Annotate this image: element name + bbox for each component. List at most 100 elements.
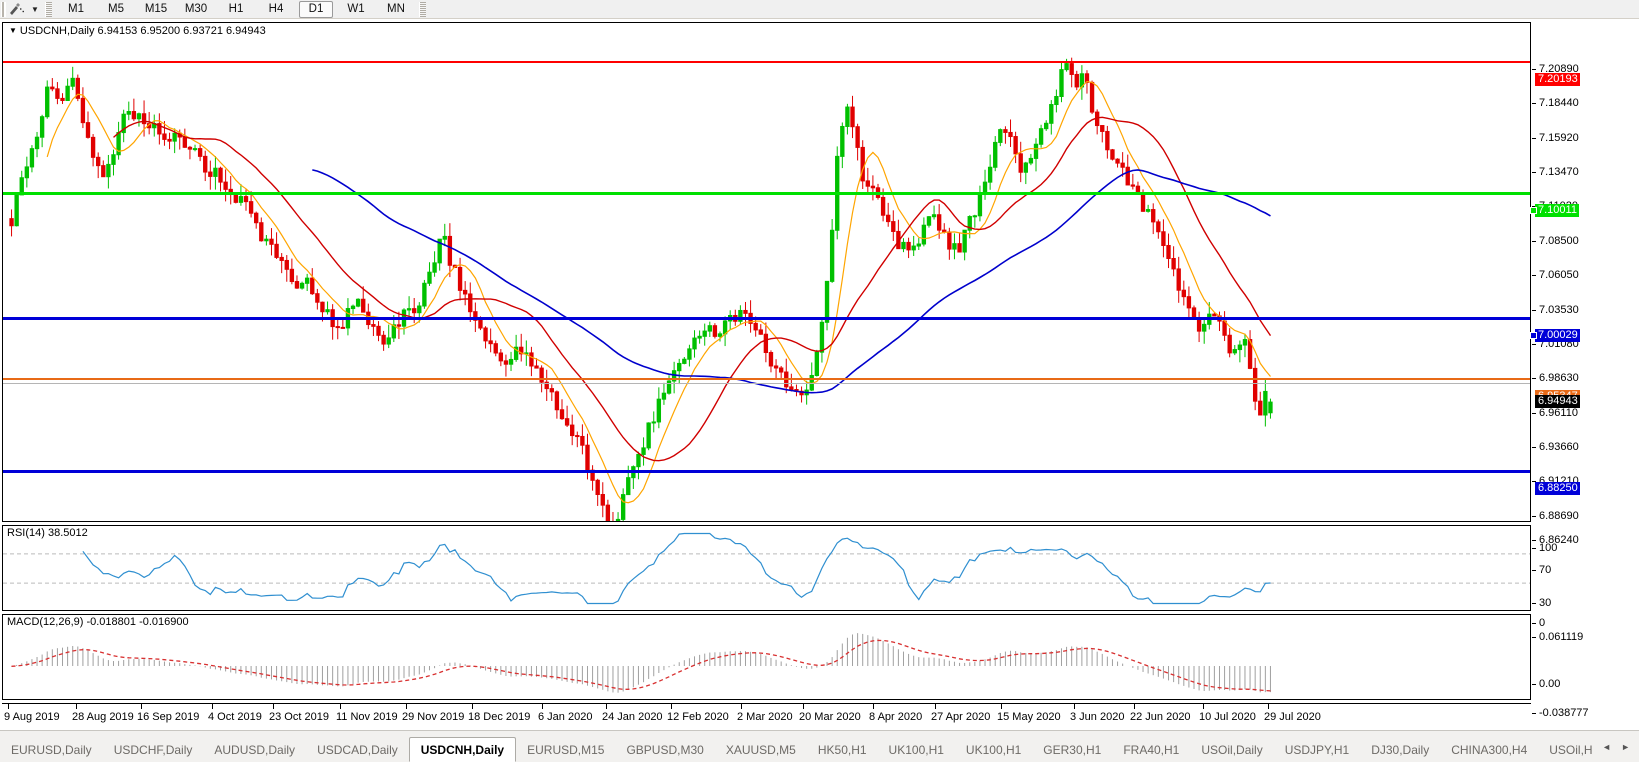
date-tick (76, 704, 77, 709)
level-line-support-blue-lower[interactable] (3, 470, 1530, 473)
level-drag-handle[interactable] (1530, 332, 1537, 339)
tab-xauusd-m5[interactable]: XAUUSD,M5 (725, 743, 796, 757)
tab-gbpusd-m30[interactable]: GBPUSD,M30 (626, 743, 704, 757)
date-label: 2 Mar 2020 (737, 711, 793, 723)
rsi-tick: 30 (1532, 597, 1551, 609)
timeframe-m30[interactable]: M30 (184, 2, 208, 15)
date-tick (406, 704, 407, 709)
rsi-pane[interactable]: RSI(14) 38.5012 (2, 525, 1531, 611)
date-label: 29 Jul 2020 (1264, 711, 1321, 723)
rsi-scale: 100 70 30 0 (1532, 542, 1639, 630)
price-level-support-blue-upper[interactable]: 7.00029 (1530, 329, 1580, 342)
tab-fra40-h1[interactable]: FRA40,H1 (1123, 743, 1180, 757)
macd-tick: -0.038777 (1532, 707, 1589, 719)
date-tick (873, 704, 874, 709)
price-level-current-price[interactable]: 6.94943 (1535, 395, 1580, 408)
dropdown-caret-icon[interactable]: ▼ (31, 4, 39, 14)
date-tick (1203, 704, 1204, 709)
tab-audusd-daily[interactable]: AUDUSD,Daily (214, 743, 296, 757)
date-label: 15 May 2020 (997, 711, 1061, 723)
timeframe-m15[interactable]: M15 (144, 2, 168, 15)
tab-nav: ◄ ► (1597, 732, 1639, 762)
date-tick (542, 704, 543, 709)
price-scale[interactable]: 7.208907.184407.159207.134707.110207.085… (1530, 41, 1639, 577)
chart-tabstrip[interactable]: EURUSD,Daily USDCHF,Daily AUDUSD,Daily USDC… (0, 732, 1597, 762)
price-tick: 7.03530 (1532, 304, 1579, 316)
date-tick (1268, 704, 1269, 709)
collapse-caret-icon[interactable]: ▼ (9, 26, 17, 35)
date-tick (1134, 704, 1135, 709)
tab-hk50-h1[interactable]: HK50,H1 (817, 743, 867, 757)
tab-usoil-h[interactable]: USOil,H (1549, 743, 1593, 757)
date-label: 27 Apr 2020 (931, 711, 991, 723)
date-label: 28 Aug 2019 (72, 711, 134, 723)
macd-pane[interactable]: MACD(12,26,9) -0.018801 -0.016900 (2, 614, 1531, 700)
date-tick (472, 704, 473, 709)
chart-symbol-header: ▼ USDCNH,Daily 6.94153 6.95200 6.93721 6.… (9, 25, 266, 37)
date-label: 20 Mar 2020 (799, 711, 861, 723)
date-tick (8, 704, 9, 709)
tab-china300-h4[interactable]: CHINA300,H4 (1451, 743, 1528, 757)
rsi-tick: 70 (1532, 564, 1551, 576)
price-tick: 7.15920 (1532, 132, 1579, 144)
macd-plot (11, 633, 1271, 693)
chart-area[interactable]: ▼ USDCNH,Daily 6.94153 6.95200 6.93721 6.… (0, 19, 1639, 730)
toolbar-drag-handle[interactable] (1, 1, 6, 17)
timeframe-mn[interactable]: MN (387, 2, 405, 15)
price-tick: 6.86240 (1532, 534, 1579, 546)
tab-dj30-daily[interactable]: DJ30,Daily (1371, 743, 1430, 757)
toolbar-separator (45, 1, 52, 17)
tab-ger30-h1[interactable]: GER30,H1 (1043, 743, 1102, 757)
date-label: 29 Nov 2019 (402, 711, 465, 723)
tab-scroll-left-icon[interactable]: ◄ (1602, 742, 1612, 752)
rsi-tick: 0 (1532, 617, 1545, 629)
draw-tools-icon[interactable] (6, 1, 28, 18)
date-tick (606, 704, 607, 709)
date-tick (741, 704, 742, 709)
level-drag-handle[interactable] (1530, 207, 1537, 214)
price-tick: 6.96110 (1532, 407, 1578, 419)
price-level-resistance-red[interactable]: 7.20193 (1535, 73, 1580, 86)
rsi-label: RSI(14) 38.5012 (7, 527, 88, 539)
tab-usdchf-daily[interactable]: USDCHF,Daily (113, 743, 193, 757)
tab-scroll-right-icon[interactable]: ► (1621, 742, 1630, 752)
level-line-support-blue-upper[interactable] (3, 317, 1530, 320)
chart-tabbar: EURUSD,Daily USDCHF,Daily AUDUSD,Daily USDC… (0, 730, 1639, 762)
tab-usdcnh-daily[interactable]: USDCNH,Daily (408, 737, 517, 762)
timeframe-w1[interactable]: W1 (347, 2, 365, 15)
date-label: 6 Jan 2020 (538, 711, 593, 723)
tab-eurusd-daily[interactable]: EURUSD,Daily (11, 743, 92, 757)
timeframe-m5[interactable]: M5 (108, 2, 124, 15)
tab-uk100-h1[interactable]: UK100,H1 (965, 743, 1022, 757)
timeframe-group: M1 M5 M15 M30 H1 H4 D1 W1 MN (59, 0, 413, 18)
date-axis[interactable]: 9 Aug 2019 28 Aug 2019 16 Sep 2019 4 Oct 20… (2, 703, 1531, 729)
timeframe-m1[interactable]: M1 (68, 2, 84, 15)
timeframe-h4[interactable]: H4 (268, 2, 284, 15)
price-level-support-blue-lower[interactable]: 6.88250 (1535, 482, 1580, 495)
price-tick: 7.18440 (1532, 97, 1579, 109)
date-label: 11 Nov 2019 (336, 711, 398, 723)
level-line-resistance-red[interactable] (3, 61, 1530, 63)
price-tick: 7.08500 (1532, 235, 1579, 247)
tab-usdjpy-h1[interactable]: USDJPY,H1 (1284, 743, 1350, 757)
level-line-support-orange[interactable] (3, 378, 1530, 380)
tab-usdcad-daily[interactable]: USDCAD,Daily (317, 743, 398, 757)
date-tick (340, 704, 341, 709)
macd-tick: 0.061119 (1532, 631, 1583, 643)
date-tick (141, 704, 142, 709)
timeframe-h1[interactable]: H1 (228, 2, 244, 15)
date-label: 12 Feb 2020 (667, 711, 729, 723)
price-candles (9, 57, 1273, 521)
price-tick: 7.13470 (1532, 166, 1579, 178)
current-price-line (3, 383, 1530, 384)
tab-usoil-daily[interactable]: USOil,Daily (1201, 743, 1263, 757)
date-tick (212, 704, 213, 709)
price-pane[interactable]: ▼ USDCNH,Daily 6.94153 6.95200 6.93721 6.… (2, 22, 1531, 522)
tab-eurusd-m15[interactable]: EURUSD,M15 (527, 743, 605, 757)
date-label: 22 Jun 2020 (1130, 711, 1191, 723)
price-tick: 7.06050 (1532, 269, 1579, 281)
timeframe-d1[interactable]: D1 (299, 0, 333, 18)
price-level-resistance-green[interactable]: 7.10011 (1530, 204, 1579, 217)
level-line-resistance-green[interactable] (3, 192, 1530, 195)
tab-uk100-h1[interactable]: UK100,H1 (888, 743, 944, 757)
